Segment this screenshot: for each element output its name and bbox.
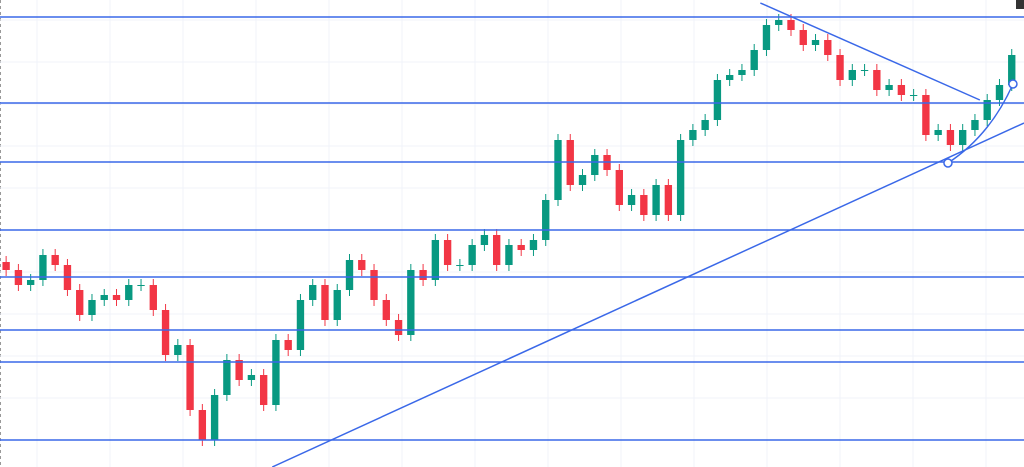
candle-body [407,270,415,335]
curve-handle [1008,79,1018,89]
candle-body [873,70,881,90]
candle-body [247,375,256,380]
candle-body [76,290,84,315]
candle-body [1008,55,1016,85]
candle-body [309,285,317,300]
candle-body [26,280,35,285]
candle-body [149,285,157,310]
candle-body [529,240,538,250]
candle-body [210,395,219,440]
candle-body [88,300,96,315]
candle-body [443,240,452,265]
candle-body [480,235,489,245]
trend-line [760,2,981,101]
candle-body [640,195,648,215]
candle-body [100,295,108,300]
candle-body [713,80,722,120]
candle-body [370,270,378,300]
candle-body [848,70,856,80]
candle-body [345,260,354,290]
candle-body [259,375,268,405]
candle-body [615,170,623,205]
candle-body [284,340,292,350]
candle-body [762,25,771,50]
candle-body [296,300,305,350]
candle-body [627,195,636,205]
candle-body [198,410,207,440]
candle-body [897,85,906,95]
candle-body [272,340,280,405]
candle-body [946,130,955,145]
curve-handle [943,158,953,168]
candle-body [358,260,366,270]
candle-body [885,85,893,90]
candle-body [591,155,599,175]
candle-body [652,185,660,215]
curve-line [947,83,1014,164]
candle-body [223,360,231,395]
candle-body [39,255,47,280]
candle-body [137,285,145,286]
candle-body [517,245,525,250]
candle-body [235,360,243,380]
candle-body [860,70,869,71]
candle-body [971,120,979,130]
candle-body [775,20,783,25]
candle-body [578,175,587,185]
candle-body [799,30,807,45]
candle-body [995,85,1004,100]
candle-body [186,345,194,410]
candle-body [51,255,59,265]
candle-body [701,120,709,130]
candle-body [922,95,930,135]
candle-body [505,245,513,265]
candle-body [676,140,685,215]
candle-body [738,70,746,75]
candle-body [456,265,464,266]
candle-body [112,295,121,300]
candle-body [959,130,967,145]
candle-body [983,100,991,120]
candle-body [2,262,10,270]
candle-body [174,345,182,355]
candle-body [161,310,170,355]
candle-body [909,95,918,96]
candle-body [725,75,734,80]
trend-line [271,122,1024,467]
candle-body [934,130,942,135]
candle-body [431,240,440,280]
candle-body [492,235,501,265]
candle-body [554,140,562,200]
candle-body [824,40,832,55]
corner-icon[interactable] [1016,0,1024,9]
candle-body [382,300,390,320]
candle-body [468,245,476,265]
candle-body [836,55,844,80]
candle-body [750,50,758,70]
candle-body [125,285,133,300]
candle-body [811,40,820,45]
candle-body [787,20,795,30]
candle-body [689,130,697,140]
candle-body [664,185,673,215]
candle-body [321,285,329,320]
candle-body [542,200,550,240]
candle-body [419,270,427,280]
candle-body [394,320,403,335]
candle-body [333,290,341,320]
